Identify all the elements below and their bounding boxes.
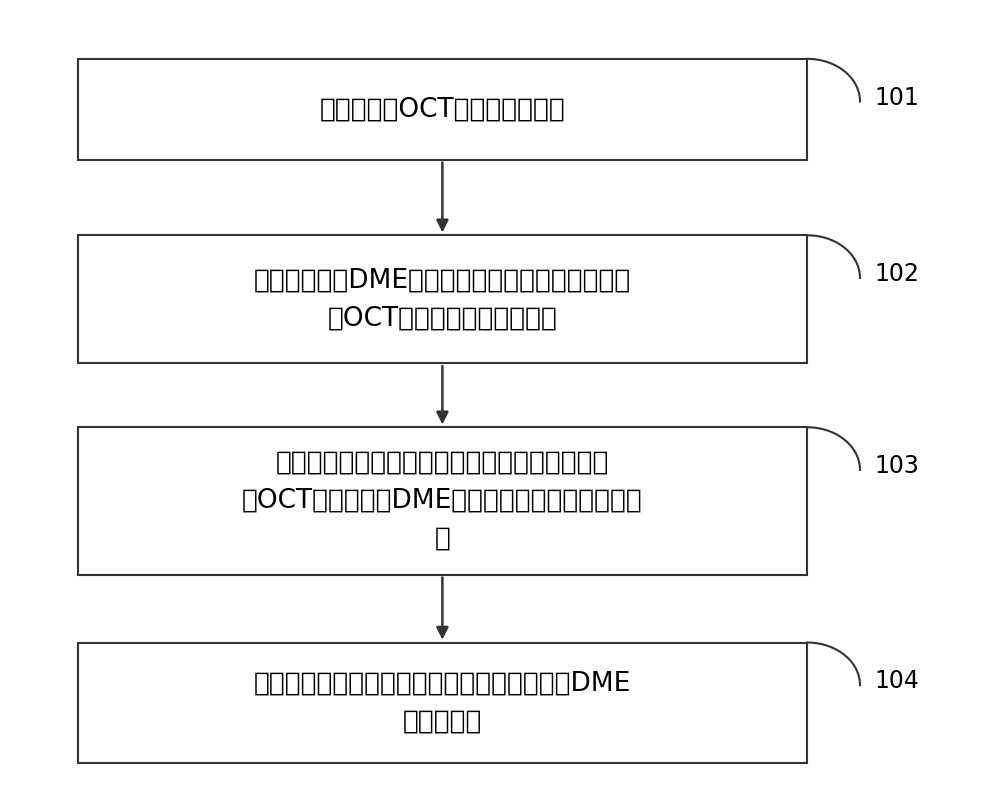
Text: 104: 104 (874, 669, 919, 693)
Text: 基于对所提取的图像特征进行处理，得到所对应
述OCT图像中预设DME是否出现的二进制分类函数
值: 基于对所提取的图像特征进行处理，得到所对应 述OCT图像中预设DME是否出现的二… (242, 450, 643, 552)
FancyBboxPatch shape (78, 642, 807, 763)
Text: 对待识别的OCT图像进行预处理: 对待识别的OCT图像进行预处理 (320, 96, 565, 122)
Text: 103: 103 (874, 454, 919, 478)
FancyBboxPatch shape (78, 59, 807, 160)
FancyArrowPatch shape (437, 162, 447, 229)
Text: 通过训练好的DME特征提取模型对经过预处理的所
述OCT图像进行图像特征提取: 通过训练好的DME特征提取模型对经过预处理的所 述OCT图像进行图像特征提取 (254, 267, 631, 331)
Text: 102: 102 (874, 262, 919, 286)
FancyArrowPatch shape (437, 578, 447, 637)
FancyArrowPatch shape (437, 366, 447, 422)
FancyBboxPatch shape (78, 427, 807, 574)
Text: 基于所述二进制分类函数值以及预设阈值得到DME
分型的结果: 基于所述二进制分类函数值以及预设阈值得到DME 分型的结果 (254, 671, 631, 734)
Text: 101: 101 (874, 86, 919, 110)
FancyBboxPatch shape (78, 235, 807, 364)
